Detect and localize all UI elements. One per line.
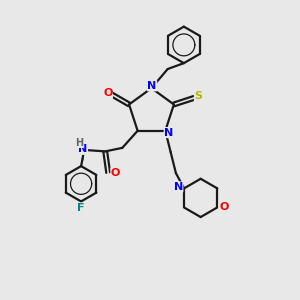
Text: H: H (75, 138, 83, 148)
Text: N: N (164, 128, 173, 137)
Text: O: O (111, 168, 120, 178)
Text: O: O (103, 88, 112, 98)
Text: N: N (147, 81, 157, 91)
Text: S: S (194, 92, 202, 101)
Text: O: O (219, 202, 228, 212)
Text: N: N (78, 144, 88, 154)
Text: F: F (77, 203, 85, 213)
Text: N: N (174, 182, 183, 192)
